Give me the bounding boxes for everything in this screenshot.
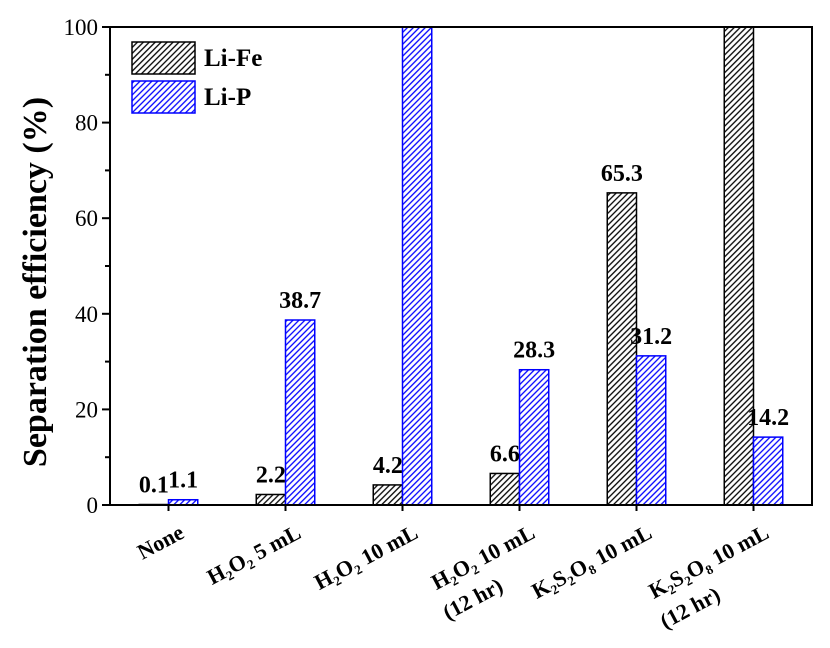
bar-li-p-2	[284, 319, 316, 506]
data-labels: 0.1 2.2 4.2 6.6 65.3 1.1 38.7 28.3 31.2 14.2	[139, 161, 789, 499]
y-tick-label: 40	[75, 302, 98, 327]
legend-label-li-p: Li-P	[204, 84, 251, 111]
bar-li-p-5	[635, 355, 667, 506]
data-label-li-p-6: 14.2	[747, 405, 789, 431]
legend-label-li-fe: Li-Fe	[204, 45, 262, 72]
y-axis-title: Separation efficiency (%)	[17, 97, 54, 467]
data-label-li-p-2: 38.7	[279, 288, 321, 314]
data-label-li-p-4: 28.3	[513, 338, 555, 364]
bars	[138, 26, 784, 506]
bar-li-p-6	[752, 436, 784, 506]
legend-swatch-li-p	[131, 80, 196, 114]
bar-li-fe-5	[606, 192, 638, 506]
bar-li-p-4	[518, 368, 550, 506]
legend-item-li-fe: Li-Fe	[131, 41, 262, 75]
data-label-li-fe-1: 0.1	[139, 473, 169, 499]
bar-li-p-3	[401, 26, 433, 506]
data-label-li-fe-5: 65.3	[601, 161, 643, 187]
legend-item-li-p: Li-P	[131, 80, 251, 114]
data-label-li-p-1: 1.1	[168, 468, 198, 494]
legend: Li-Fe Li-P	[131, 41, 262, 114]
y-tick-label: 0	[87, 493, 99, 518]
y-tick-label: 80	[75, 111, 98, 136]
legend-swatch-li-fe	[131, 41, 196, 75]
data-label-li-fe-3: 4.2	[373, 453, 403, 479]
bar-li-fe-2	[255, 493, 287, 506]
data-label-li-p-5: 31.2	[630, 324, 672, 350]
data-label-li-fe-4: 6.6	[490, 441, 520, 467]
bar-li-fe-6	[723, 26, 755, 506]
axes: 0 20 40 60 80 100	[64, 15, 813, 518]
bar-li-fe-3	[372, 484, 404, 506]
y-tick-label: 20	[75, 397, 98, 422]
y-tick-label: 60	[75, 206, 98, 231]
bar-li-fe-4	[489, 472, 521, 506]
data-label-li-fe-2: 2.2	[256, 462, 286, 488]
y-tick-label: 100	[64, 15, 99, 40]
